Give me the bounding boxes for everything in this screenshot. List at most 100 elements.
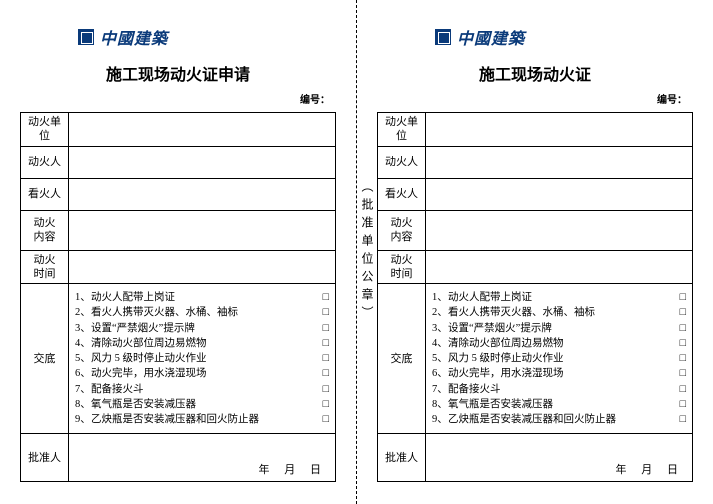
- item-text: 看火人携带灭火器、水桶、袖标: [91, 305, 317, 320]
- item-num: 9、: [432, 412, 448, 427]
- list-item: 5、风力 5 级时停止动火作业□: [432, 351, 686, 366]
- row-content-l2: 内容: [34, 231, 56, 243]
- list-item: 8、氧气瓶是否安装减压器□: [75, 397, 329, 412]
- checkbox-icon[interactable]: □: [674, 351, 686, 366]
- list-item: 1、动火人配带上岗证□: [432, 290, 686, 305]
- list-item: 7、配备接火斗□: [75, 382, 329, 397]
- brand-text: 中國建築: [457, 25, 525, 49]
- brand-text: 中國建築: [100, 25, 168, 49]
- checkbox-icon[interactable]: □: [317, 305, 329, 320]
- row-person-value[interactable]: [426, 146, 693, 178]
- item-text: 氧气瓶是否安装减压器: [91, 397, 317, 412]
- item-num: 5、: [432, 351, 448, 366]
- checkbox-icon[interactable]: □: [317, 366, 329, 381]
- form-table-right: 动火单位 动火人 看火人 动火 内容 动火 时间 交底: [377, 112, 693, 482]
- item-text: 设置“严禁烟火”提示牌: [91, 321, 317, 336]
- item-num: 7、: [75, 382, 91, 397]
- checkbox-icon[interactable]: □: [674, 321, 686, 336]
- item-text: 动火完毕，用水浇湿现场: [91, 366, 317, 381]
- row-time-value[interactable]: [69, 250, 336, 284]
- checkbox-icon[interactable]: □: [317, 290, 329, 305]
- item-text: 动火人配带上岗证: [91, 290, 317, 305]
- item-text: 乙炔瓶是否安装减压器和回火防止器: [448, 412, 674, 427]
- brand-logo-icon: [78, 29, 94, 45]
- item-num: 1、: [75, 290, 91, 305]
- checkbox-icon[interactable]: □: [317, 412, 329, 427]
- checkbox-icon[interactable]: □: [317, 321, 329, 336]
- row-unit-value[interactable]: [426, 113, 693, 147]
- list-item: 1、动火人配带上岗证□: [75, 290, 329, 305]
- list-item: 2、看火人携带灭火器、水桶、袖标□: [75, 305, 329, 320]
- page-right: 中國建築 施工现场动火证 编号： 动火单位 动火人 看火人 动火 内容 动火 时…: [357, 0, 713, 504]
- list-item: 6、动火完毕，用水浇湿现场□: [75, 366, 329, 381]
- date-placeholder: 年 月 日: [616, 461, 685, 477]
- row-watcher-label: 看火人: [378, 178, 426, 210]
- row-unit-value[interactable]: [69, 113, 336, 147]
- item-num: 2、: [75, 305, 91, 320]
- page-left: 中國建築 施工现场动火证申请 编号： 动火单位 动火人 看火人 动火 内容 动火…: [0, 0, 356, 504]
- row-approve-value[interactable]: 年 月 日: [426, 434, 693, 482]
- item-text: 设置“严禁烟火”提示牌: [448, 321, 674, 336]
- row-content-value[interactable]: [426, 210, 693, 250]
- list-item: 3、设置“严禁烟火”提示牌□: [75, 321, 329, 336]
- brand-logo-icon: [435, 29, 451, 45]
- row-time-l1: 动火: [34, 254, 56, 266]
- list-item: 2、看火人携带灭火器、水桶、袖标□: [432, 305, 686, 320]
- item-text: 配备接火斗: [448, 382, 674, 397]
- row-approve-label: 批准人: [378, 434, 426, 482]
- checkbox-icon[interactable]: □: [674, 366, 686, 381]
- item-num: 4、: [75, 336, 91, 351]
- checkbox-icon[interactable]: □: [674, 305, 686, 320]
- item-num: 3、: [432, 321, 448, 336]
- row-time-value[interactable]: [426, 250, 693, 284]
- date-placeholder: 年 月 日: [259, 461, 328, 477]
- row-content-l1: 动火: [34, 217, 56, 229]
- serial-label-right: 编号：: [377, 91, 693, 106]
- row-person-label: 动火人: [21, 146, 69, 178]
- list-item: 5、风力 5 级时停止动火作业□: [75, 351, 329, 366]
- item-text: 配备接火斗: [91, 382, 317, 397]
- checkbox-icon[interactable]: □: [674, 397, 686, 412]
- list-item: 4、清除动火部位周边易燃物□: [432, 336, 686, 351]
- checkbox-icon[interactable]: □: [317, 351, 329, 366]
- checkbox-icon[interactable]: □: [674, 382, 686, 397]
- row-approve-value[interactable]: 年 月 日: [69, 434, 336, 482]
- list-item: 8、氧气瓶是否安装减压器□: [432, 397, 686, 412]
- item-num: 5、: [75, 351, 91, 366]
- page-title-right: 施工现场动火证: [377, 61, 693, 85]
- list-item: 4、清除动火部位周边易燃物□: [75, 336, 329, 351]
- row-content-label: 动火 内容: [21, 210, 69, 250]
- item-num: 3、: [75, 321, 91, 336]
- brand-block: 中國建築: [78, 25, 336, 49]
- row-content-l1: 动火: [391, 217, 413, 229]
- row-content-label: 动火 内容: [378, 210, 426, 250]
- row-content-value[interactable]: [69, 210, 336, 250]
- row-time-label: 动火 时间: [21, 250, 69, 284]
- row-jd-checklist: 1、动火人配带上岗证□ 2、看火人携带灭火器、水桶、袖标□ 3、设置“严禁烟火”…: [426, 284, 693, 434]
- item-num: 8、: [75, 397, 91, 412]
- item-num: 7、: [432, 382, 448, 397]
- checkbox-icon[interactable]: □: [317, 336, 329, 351]
- row-watcher-value[interactable]: [69, 178, 336, 210]
- row-person-label: 动火人: [378, 146, 426, 178]
- item-text: 清除动火部位周边易燃物: [91, 336, 317, 351]
- checkbox-icon[interactable]: □: [317, 397, 329, 412]
- checkbox-icon[interactable]: □: [674, 290, 686, 305]
- row-unit-label: 动火单位: [21, 113, 69, 147]
- row-time-label: 动火 时间: [378, 250, 426, 284]
- checklist-right: 1、动火人配带上岗证□ 2、看火人携带灭火器、水桶、袖标□ 3、设置“严禁烟火”…: [430, 288, 688, 429]
- list-item: 7、配备接火斗□: [432, 382, 686, 397]
- brand-block: 中國建築: [435, 25, 693, 49]
- checkbox-icon[interactable]: □: [674, 336, 686, 351]
- checkbox-icon[interactable]: □: [674, 412, 686, 427]
- item-text: 动火人配带上岗证: [448, 290, 674, 305]
- list-item: 9、乙炔瓶是否安装减压器和回火防止器□: [432, 412, 686, 427]
- row-jd-label: 交底: [21, 284, 69, 434]
- item-text: 氧气瓶是否安装减压器: [448, 397, 674, 412]
- item-text: 风力 5 级时停止动火作业: [91, 351, 317, 366]
- row-content-l2: 内容: [391, 231, 413, 243]
- row-watcher-value[interactable]: [426, 178, 693, 210]
- row-person-value[interactable]: [69, 146, 336, 178]
- item-text: 风力 5 级时停止动火作业: [448, 351, 674, 366]
- checkbox-icon[interactable]: □: [317, 382, 329, 397]
